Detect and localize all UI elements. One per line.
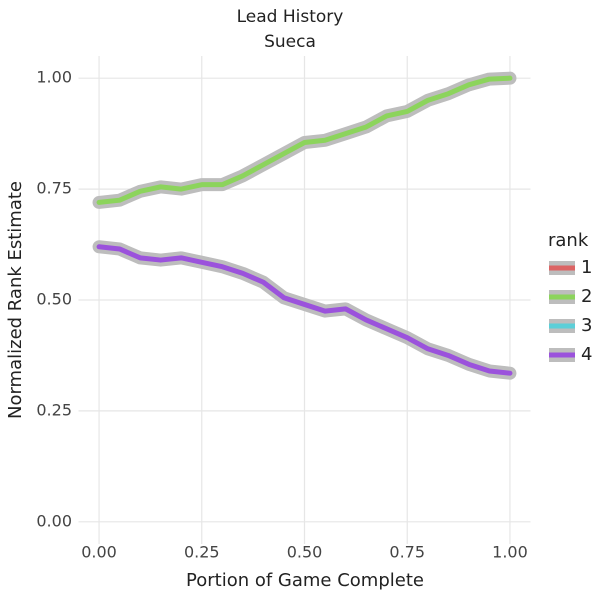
chart-subtitle: Sueca [264,32,316,52]
y-tick-label: 1.00 [36,68,72,87]
series-line [96,75,513,205]
y-tick-label: 0.25 [36,400,72,419]
series-line [96,244,513,376]
x-tick-label: 0.00 [81,543,117,562]
chart-title: Lead History [237,7,344,27]
x-tick-label: 0.25 [184,543,220,562]
x-tick-label: 0.50 [287,543,323,562]
legend-label: 1 [581,257,592,278]
y-tick-label: 0.00 [36,511,72,530]
y-tick-label: 0.75 [36,179,72,198]
legend-label: 2 [581,286,592,307]
legend-label: 4 [581,344,592,365]
legend-title: rank [548,230,589,251]
x-tick-label: 1.00 [492,543,528,562]
x-tick-label: 0.75 [389,543,425,562]
x-axis-title: Portion of Game Complete [186,570,424,591]
legend-label: 3 [581,315,592,336]
y-axis-title: Normalized Rank Estimate [5,181,26,419]
y-tick-label: 0.50 [36,290,72,309]
